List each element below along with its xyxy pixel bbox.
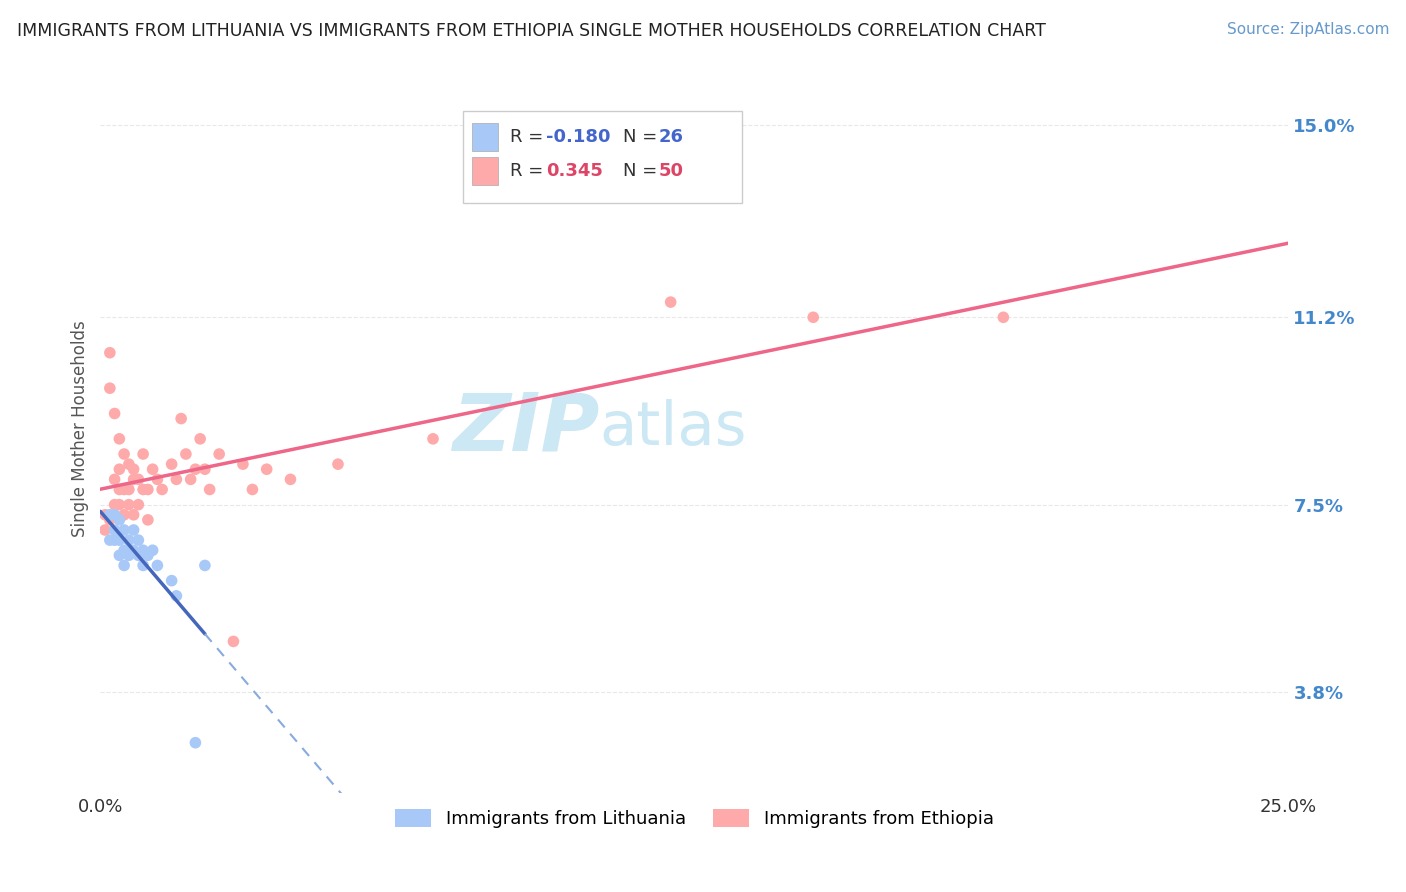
Point [208, 447, 231, 461]
Point [194, 558, 217, 573]
Text: -0.180: -0.180 [546, 128, 610, 146]
Point [108, 432, 131, 446]
FancyBboxPatch shape [472, 123, 498, 151]
Point [108, 462, 131, 476]
Point [127, 498, 149, 512]
Text: 0.345: 0.345 [546, 162, 603, 180]
Point [146, 472, 169, 486]
Point [132, 483, 155, 497]
Point [194, 462, 217, 476]
Point [127, 549, 149, 563]
Point [150, 483, 173, 497]
Point [242, 483, 264, 497]
Point [108, 483, 131, 497]
Point [122, 508, 145, 522]
Text: IMMIGRANTS FROM LITHUANIA VS IMMIGRANTS FROM ETHIOPIA SINGLE MOTHER HOUSEHOLDS C: IMMIGRANTS FROM LITHUANIA VS IMMIGRANTS … [17, 22, 1046, 40]
Point [132, 558, 155, 573]
Point [132, 447, 155, 461]
Point [232, 457, 254, 471]
Point [118, 549, 141, 563]
Point [94, 508, 117, 522]
Point [112, 523, 135, 537]
Point [146, 558, 169, 573]
Point [98, 533, 121, 548]
Point [188, 432, 211, 446]
Point [132, 543, 155, 558]
Legend: Immigrants from Lithuania, Immigrants from Ethiopia: Immigrants from Lithuania, Immigrants fr… [388, 802, 1001, 836]
Point [142, 462, 165, 476]
Point [136, 549, 159, 563]
Text: N =: N = [623, 128, 664, 146]
Text: Source: ZipAtlas.com: Source: ZipAtlas.com [1226, 22, 1389, 37]
Point [104, 407, 127, 421]
Point [127, 533, 149, 548]
Point [112, 543, 135, 558]
Text: atlas: atlas [599, 400, 747, 458]
Point [108, 533, 131, 548]
Point [112, 483, 135, 497]
Point [127, 472, 149, 486]
Point [801, 310, 824, 325]
Point [993, 310, 1015, 325]
Point [174, 447, 197, 461]
Text: 50: 50 [659, 162, 683, 180]
Point [136, 513, 159, 527]
Point [280, 472, 302, 486]
Point [118, 457, 141, 471]
Point [108, 513, 131, 527]
Point [222, 634, 245, 648]
Point [104, 498, 127, 512]
Point [118, 483, 141, 497]
Point [142, 543, 165, 558]
Point [256, 462, 278, 476]
Point [184, 736, 207, 750]
Point [108, 549, 131, 563]
Point [98, 513, 121, 527]
Point [165, 589, 187, 603]
Point [104, 523, 127, 537]
Point [112, 508, 135, 522]
Point [659, 295, 682, 310]
Point [122, 472, 145, 486]
Point [122, 543, 145, 558]
FancyBboxPatch shape [472, 157, 498, 186]
Text: R =: R = [510, 128, 550, 146]
Y-axis label: Single Mother Households: Single Mother Households [72, 320, 89, 537]
Point [98, 508, 121, 522]
Text: 26: 26 [659, 128, 683, 146]
Point [160, 574, 183, 588]
Point [98, 345, 121, 359]
Point [136, 483, 159, 497]
Point [118, 533, 141, 548]
Point [118, 498, 141, 512]
Point [108, 498, 131, 512]
Point [98, 381, 121, 395]
Point [422, 432, 444, 446]
Point [122, 462, 145, 476]
Point [180, 472, 202, 486]
Point [170, 411, 193, 425]
Point [326, 457, 349, 471]
Point [122, 523, 145, 537]
FancyBboxPatch shape [463, 112, 742, 202]
Point [198, 483, 221, 497]
Text: N =: N = [623, 162, 664, 180]
Text: ZIP: ZIP [451, 390, 599, 467]
Point [104, 533, 127, 548]
Point [112, 558, 135, 573]
Point [94, 523, 117, 537]
Text: R =: R = [510, 162, 550, 180]
Point [184, 462, 207, 476]
Point [165, 472, 187, 486]
Point [104, 472, 127, 486]
Point [160, 457, 183, 471]
Point [104, 508, 127, 522]
Point [112, 447, 135, 461]
